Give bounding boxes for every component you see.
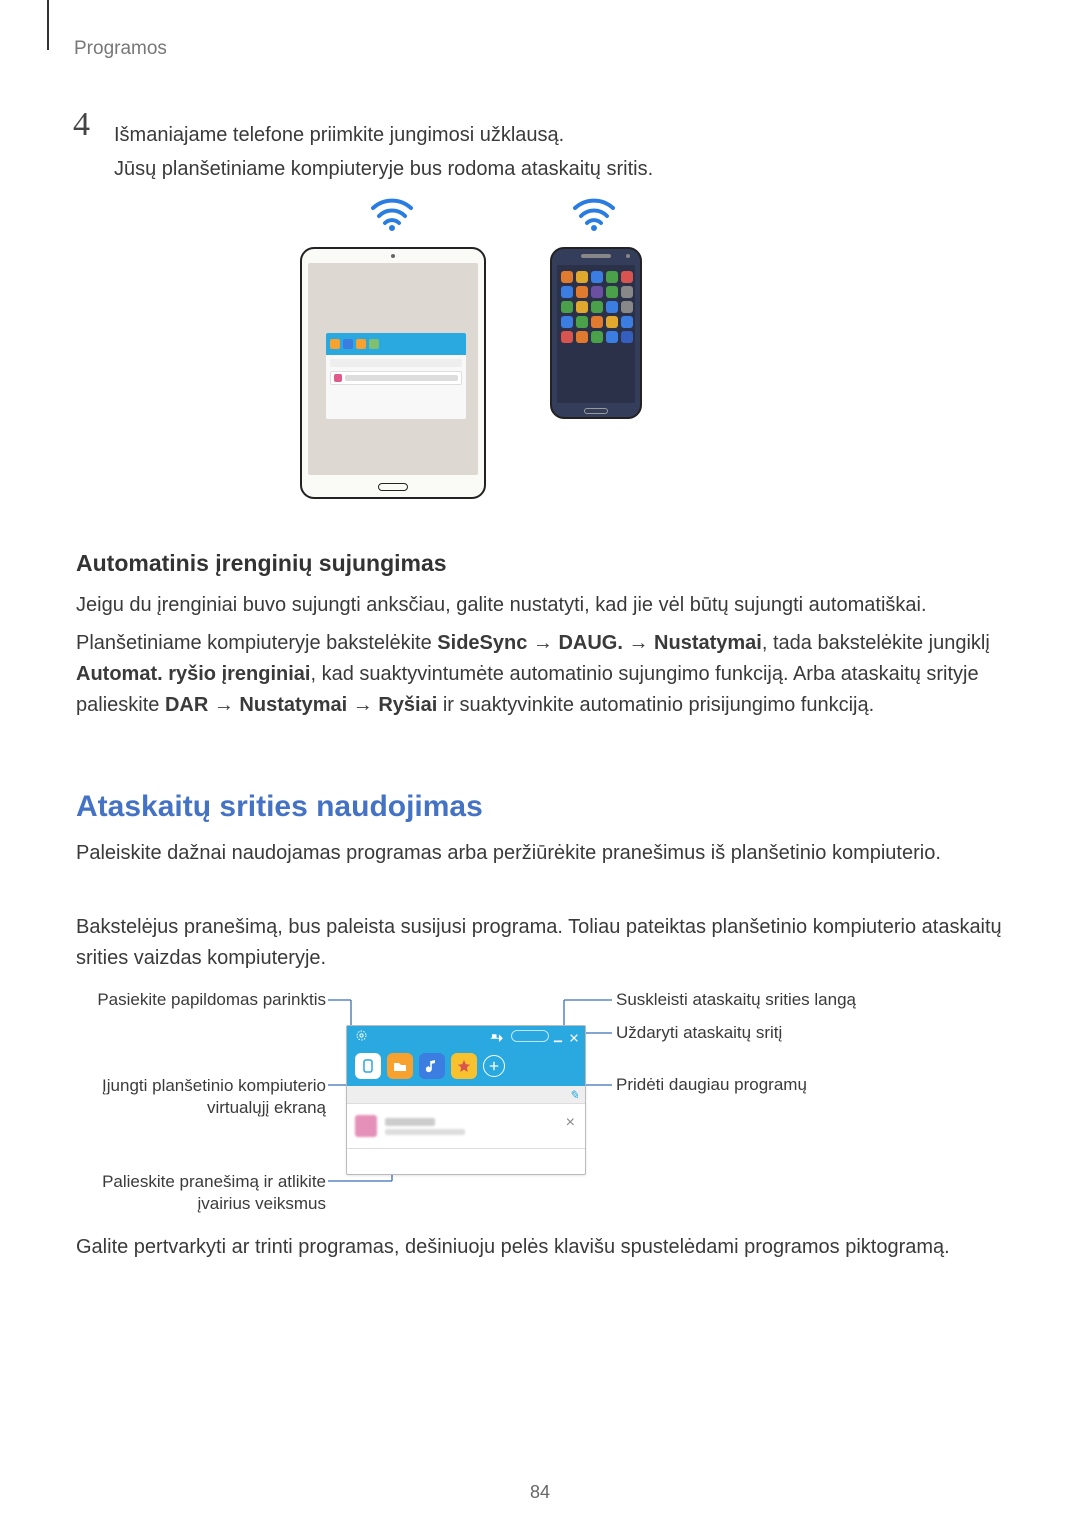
phone-app-icon <box>576 271 588 283</box>
phone-app-icon <box>561 316 573 328</box>
gear-icon[interactable] <box>355 1029 368 1042</box>
minimize-icon[interactable] <box>553 1030 563 1041</box>
toggle-slider[interactable] <box>511 1030 549 1042</box>
phone-app-icon <box>561 271 573 283</box>
dashboard-notification[interactable]: × <box>347 1104 585 1148</box>
phone-app-icon <box>606 316 618 328</box>
callout-add-apps: Pridėti daugiau programų <box>616 1075 807 1095</box>
wifi-icon <box>368 192 416 232</box>
dashcard-icon <box>356 339 366 349</box>
section-auto-title: Automatinis įrenginių sujungimas <box>76 550 447 577</box>
section-dash-p2: Bakstelėjus pranešimą, bus paleista susi… <box>76 912 1006 974</box>
dashcard-icon <box>369 339 379 349</box>
phone-app-icon <box>591 331 603 343</box>
callout-virtual-screen: Įjungti planšetinio kompiuteriovirtualųj… <box>76 1075 326 1119</box>
phone-app-icon <box>561 301 573 313</box>
step-line1: Išmaniajame telefone priimkite jungimosi… <box>114 118 653 152</box>
dashcard-icon <box>330 339 340 349</box>
header-label: Programos <box>74 38 167 60</box>
callout-notification: Palieskite pranešimą ir atlikiteįvairius… <box>76 1171 326 1215</box>
step-line2: Jūsų planšetiniame kompiuteryje bus rodo… <box>114 152 653 186</box>
phone-app-icon <box>621 331 633 343</box>
wifi-icon <box>570 192 618 232</box>
phone-app-icon <box>606 331 618 343</box>
step-number: 4 <box>73 106 90 144</box>
dashboard-titlebar <box>347 1026 585 1046</box>
devices-illustration <box>280 192 660 512</box>
app-virtual-screen[interactable] <box>355 1053 381 1079</box>
phone-app-icon <box>606 271 618 283</box>
phone-app-icon <box>591 271 603 283</box>
close-icon[interactable] <box>569 1030 579 1041</box>
phone-app-icon <box>606 286 618 298</box>
dashboard-strip: ✎ <box>347 1086 585 1104</box>
dashcard-icon <box>343 339 353 349</box>
phone-app-icon <box>621 286 633 298</box>
phone-app-icon <box>621 301 633 313</box>
phone-app-icon <box>591 286 603 298</box>
callout-options: Pasiekite papildomas parinktis <box>76 990 326 1010</box>
section-dash-title: Ataskaitų srities naudojimas <box>76 790 483 824</box>
add-app-button[interactable] <box>483 1055 505 1077</box>
tablet-device <box>300 247 486 499</box>
callout-close: Uždaryti ataskaitų sritį <box>616 1023 782 1043</box>
section-dash-p1: Paleiskite dažnai naudojamas programas a… <box>76 838 1006 869</box>
phone-app-icon <box>591 301 603 313</box>
phone-app-icon <box>621 316 633 328</box>
tablet-dashboard-card <box>326 333 466 419</box>
phone-app-icon <box>576 286 588 298</box>
footer-paragraph: Galite pertvarkyti ar trinti programas, … <box>76 1232 1006 1263</box>
notification-thumbnail <box>355 1115 377 1137</box>
section-auto-p2: Planšetiniame kompiuteryje bakstelėkite … <box>76 628 1006 721</box>
phone-app-icon <box>606 301 618 313</box>
step-text: Išmaniajame telefone priimkite jungimosi… <box>114 118 653 186</box>
app-icon-folder[interactable] <box>387 1053 413 1079</box>
usb-icon <box>489 1030 503 1042</box>
dashboard-window: ✎ × <box>346 1025 586 1175</box>
postit-icon: ✎ <box>569 1088 579 1102</box>
page-number: 84 <box>530 1482 550 1503</box>
phone-app-icon <box>576 331 588 343</box>
phone-app-icon <box>621 271 633 283</box>
phone-device <box>550 247 642 419</box>
phone-app-icon <box>576 316 588 328</box>
app-icon-music[interactable] <box>419 1053 445 1079</box>
phone-app-icon <box>576 301 588 313</box>
notification-close-icon[interactable]: × <box>566 1114 575 1132</box>
app-icon-star[interactable] <box>451 1053 477 1079</box>
callout-collapse: Suskleisti ataskaitų srities langą <box>616 990 856 1010</box>
section-auto-p1: Jeigu du įrenginiai buvo sujungti anksči… <box>76 590 1006 621</box>
phone-app-icon <box>561 331 573 343</box>
phone-app-icon <box>561 286 573 298</box>
dashboard-app-row <box>347 1046 585 1086</box>
dashboard-diagram: Pasiekite papildomas parinktis Suskleist… <box>76 985 1006 1215</box>
phone-app-icon <box>591 316 603 328</box>
